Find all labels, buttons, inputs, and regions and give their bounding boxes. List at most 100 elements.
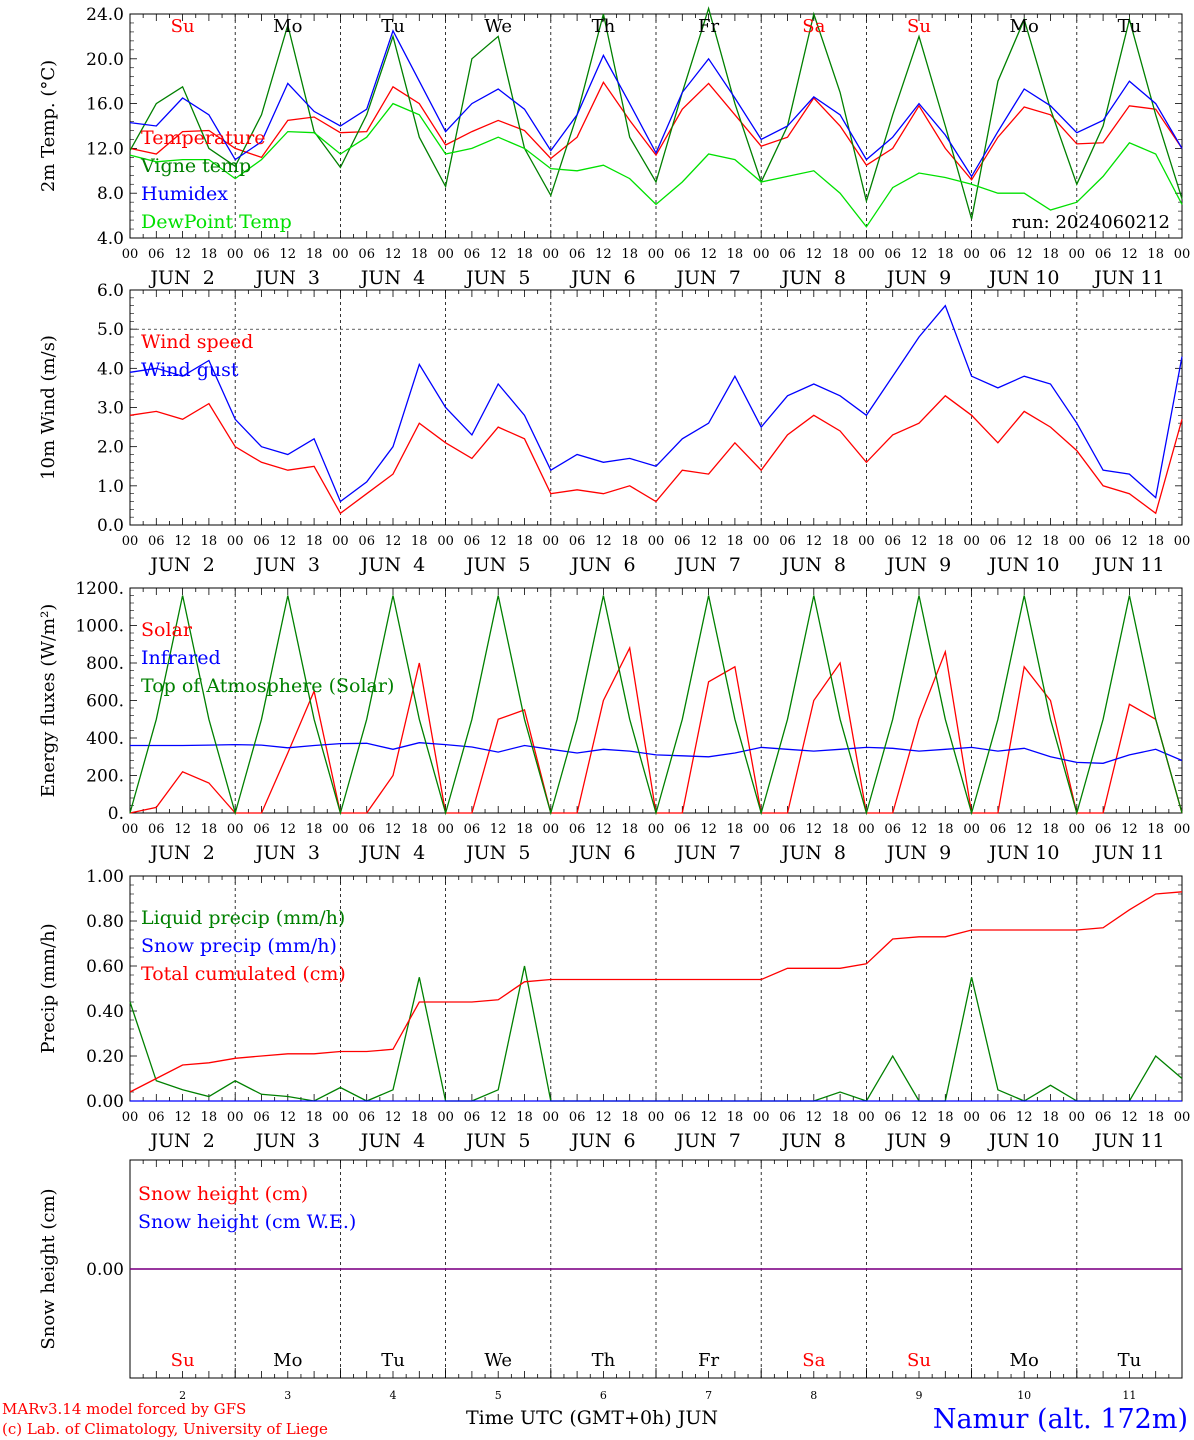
x-date-label: JUN 8 bbox=[780, 554, 846, 576]
x-date-label: JUN 7 bbox=[674, 554, 740, 576]
x-hour-label: 12 bbox=[806, 247, 823, 262]
x-hour-label: 06 bbox=[569, 822, 586, 837]
x-hour-label: 06 bbox=[884, 1110, 901, 1125]
x-hour-label: 00 bbox=[122, 1110, 139, 1125]
x-hour-label: 00 bbox=[1069, 822, 1086, 837]
y-tick-label: 1.00 bbox=[86, 867, 124, 887]
x-hour-label: 12 bbox=[1016, 247, 1033, 262]
panel-temperature: 4.0 8.0 12.0 16.0 20.0 24.0 2m Temp. (°C) Tempe… bbox=[38, 5, 1190, 289]
x-hour-label: 18 bbox=[306, 247, 323, 262]
x-hour-label: 18 bbox=[937, 1110, 954, 1125]
panel-wind: 0.0 1.0 2.0 3.0 4.0 5.0 6.0 10m Wind (m/s) Wind … bbox=[38, 281, 1190, 576]
x-date-label: JUN 3 bbox=[254, 554, 320, 576]
x-hour-label: 12 bbox=[1121, 247, 1138, 262]
x-hour-label: 12 bbox=[385, 822, 402, 837]
x-hour-label: 00 bbox=[332, 822, 349, 837]
series-line-temperature-3 bbox=[129, 102, 1183, 228]
x-hour-label: 18 bbox=[1042, 247, 1059, 262]
day-of-week-label: Su bbox=[907, 16, 931, 37]
x-hour-label: 12 bbox=[174, 247, 191, 262]
x-hour-label: 12 bbox=[1121, 822, 1138, 837]
y-tick-label: 200. bbox=[86, 767, 124, 787]
x-date-label: JUN 3 bbox=[254, 267, 320, 289]
x-hour-label: 06 bbox=[253, 534, 270, 549]
y-tick-label: 600. bbox=[86, 692, 124, 712]
x-hour-label: 00 bbox=[963, 247, 980, 262]
x-date-label: JUN 6 bbox=[569, 1130, 635, 1152]
x-hour-label: 18 bbox=[1147, 822, 1164, 837]
legend-entry: Snow height (cm W.E.) bbox=[138, 1211, 356, 1233]
day-of-week-label: Th bbox=[592, 16, 616, 37]
x-hour-label: 06 bbox=[990, 822, 1007, 837]
x-hour-label: 00 bbox=[1174, 534, 1191, 549]
x-hour-label: 06 bbox=[253, 822, 270, 837]
x-hour-label: 00 bbox=[858, 534, 875, 549]
x-hour-label: 12 bbox=[595, 1110, 612, 1125]
x-hour-label: 18 bbox=[1042, 1110, 1059, 1125]
x-hour-label: 06 bbox=[148, 247, 165, 262]
x-hour-label: 12 bbox=[280, 534, 297, 549]
day-of-week-label: We bbox=[484, 1350, 512, 1371]
x-hour-label: 00 bbox=[648, 534, 665, 549]
legend-entry: DewPoint Temp bbox=[141, 211, 292, 233]
x-hour-label: 12 bbox=[1016, 534, 1033, 549]
x-hour-label: 00 bbox=[437, 247, 454, 262]
legend-entry: Solar bbox=[141, 619, 193, 641]
x-hour-label: 00 bbox=[753, 534, 770, 549]
x-hour-label: 18 bbox=[727, 1110, 744, 1125]
x-hour-label: 18 bbox=[516, 534, 533, 549]
x-day-number: 7 bbox=[705, 1389, 712, 1402]
x-day-number: 9 bbox=[916, 1389, 923, 1402]
x-hour-label: 00 bbox=[753, 247, 770, 262]
x-hour-label: 06 bbox=[464, 247, 481, 262]
x-hour-label: 18 bbox=[201, 247, 218, 262]
x-hour-label: 00 bbox=[1069, 534, 1086, 549]
x-hour-label: 00 bbox=[122, 247, 139, 262]
x-date-label: JUN 8 bbox=[780, 1130, 846, 1152]
series-line-precip-2 bbox=[129, 891, 1183, 1093]
legend-entry: Wind speed bbox=[141, 331, 253, 353]
x-hour-label: 18 bbox=[411, 534, 428, 549]
x-date-label: JUN 10 bbox=[987, 554, 1059, 576]
x-hour-label: 06 bbox=[358, 247, 375, 262]
legend-entry: Vigne temp bbox=[140, 155, 251, 177]
x-hour-label: 18 bbox=[516, 247, 533, 262]
day-of-week-label: Th bbox=[592, 1350, 616, 1371]
panel-snow: 0.00 Snow height (cm) Snow height (cm) Snow… bbox=[38, 1159, 1183, 1379]
x-hour-label: 18 bbox=[832, 247, 849, 262]
x-date-label: JUN 5 bbox=[464, 267, 530, 289]
x-hour-label: 06 bbox=[253, 1110, 270, 1125]
y-tick-label: 800. bbox=[86, 654, 124, 674]
x-hour-label: 06 bbox=[569, 534, 586, 549]
x-hour-label: 18 bbox=[937, 822, 954, 837]
x-date-label: JUN 9 bbox=[885, 554, 951, 576]
x-hour-label: 00 bbox=[227, 822, 244, 837]
day-of-week-label: Su bbox=[907, 1350, 931, 1371]
x-hour-label: 18 bbox=[516, 822, 533, 837]
y-tick-label: 24.0 bbox=[86, 5, 124, 25]
x-hour-label: 18 bbox=[201, 534, 218, 549]
x-day-number: 6 bbox=[600, 1389, 607, 1402]
series-line-temperature-1 bbox=[129, 6, 1183, 220]
legend-entry: Humidex bbox=[141, 183, 228, 205]
credit-line: (c) Lab. of Climatology, University of L… bbox=[2, 1420, 328, 1438]
x-hour-label: 12 bbox=[1121, 534, 1138, 549]
day-of-week-label: Mo bbox=[1010, 16, 1039, 37]
x-hour-label: 06 bbox=[990, 1110, 1007, 1125]
x-hour-label: 12 bbox=[595, 247, 612, 262]
x-hour-label: 00 bbox=[1069, 247, 1086, 262]
day-of-week-label: Mo bbox=[1010, 1350, 1039, 1371]
x-hour-label: 06 bbox=[884, 822, 901, 837]
legend-entry: Infrared bbox=[141, 647, 221, 669]
x-date-label: JUN 5 bbox=[464, 554, 530, 576]
x-hour-label: 12 bbox=[911, 534, 928, 549]
y-tick-label: 16.0 bbox=[86, 95, 124, 115]
x-hour-label: 06 bbox=[674, 247, 691, 262]
x-hour-label: 18 bbox=[306, 534, 323, 549]
x-date-label: JUN 11 bbox=[1092, 267, 1164, 289]
x-hour-label: 06 bbox=[1095, 1110, 1112, 1125]
x-hour-label: 06 bbox=[358, 534, 375, 549]
y-tick-label: 4.0 bbox=[97, 359, 124, 379]
x-hour-label: 00 bbox=[437, 534, 454, 549]
x-hour-label: 06 bbox=[358, 1110, 375, 1125]
